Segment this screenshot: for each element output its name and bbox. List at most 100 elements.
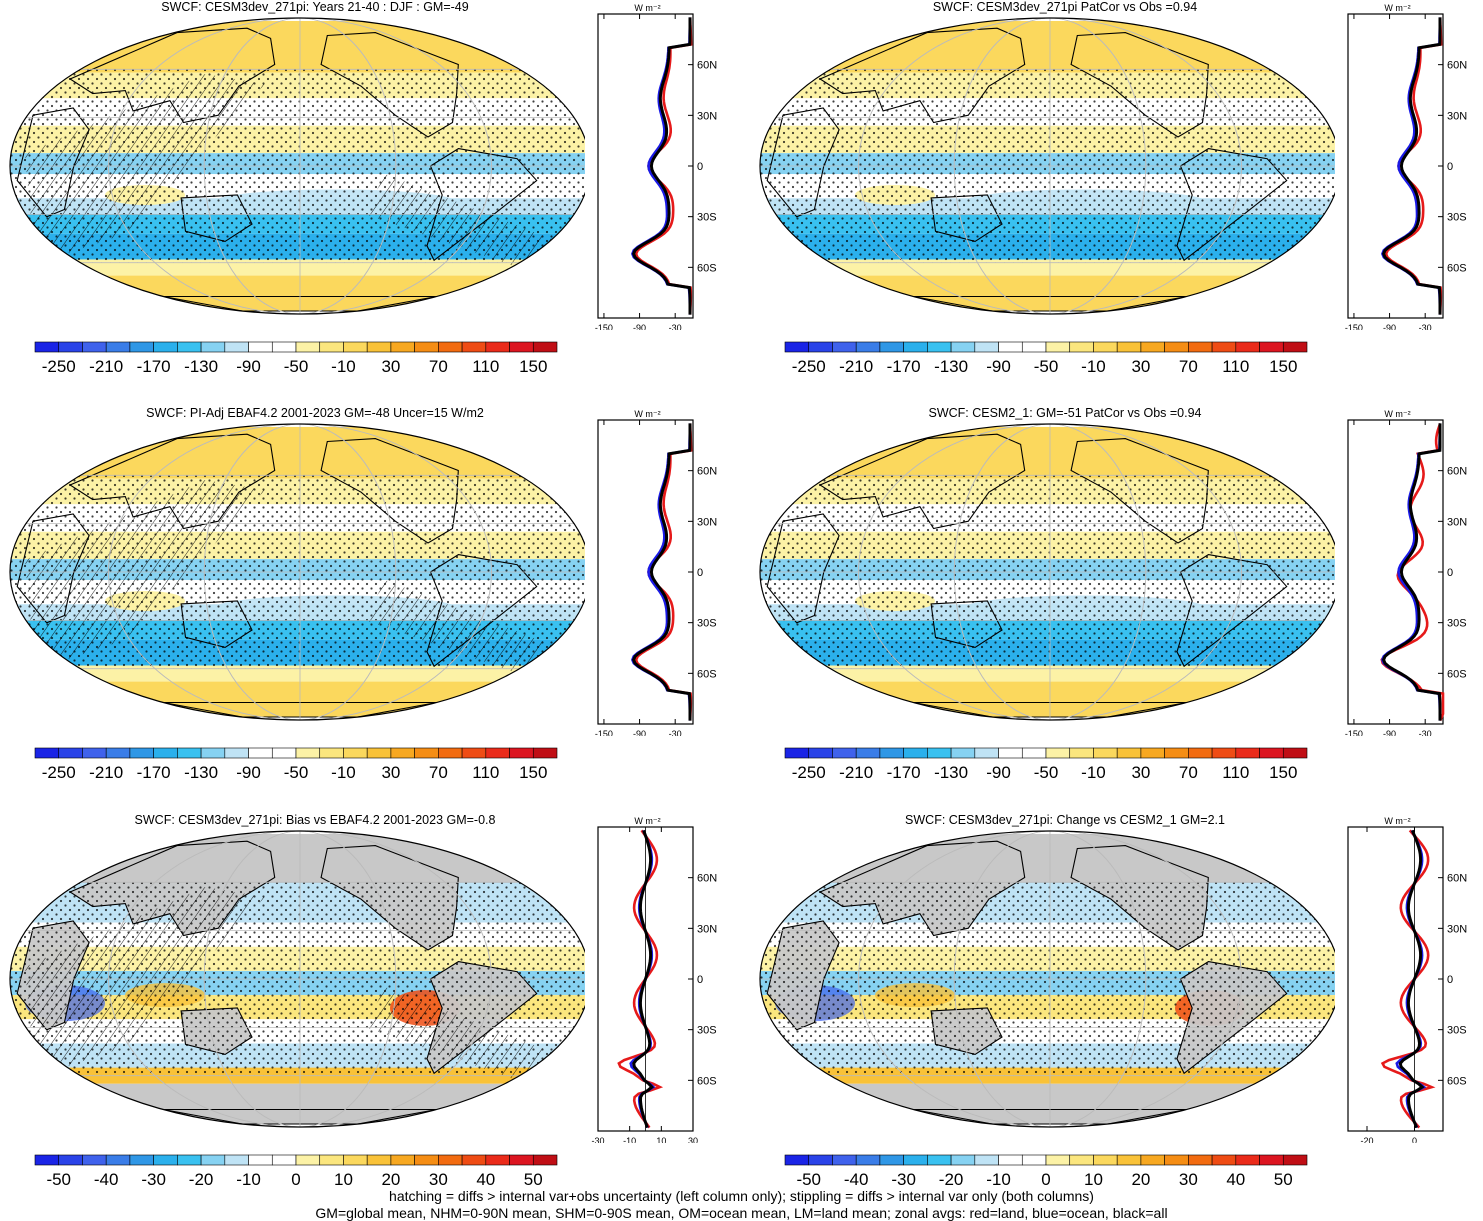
colorbar-label: -20 [939,1170,964,1189]
colorbar-label: 150 [1269,357,1297,376]
latitude-label: 0 [697,974,703,986]
colorbar-swatch [248,1154,273,1166]
zonal-unit-label: W m⁻² [634,816,660,826]
colorbar-label: -170 [137,357,171,376]
graticule-line [953,831,1147,1127]
graticule-line [108,831,492,1127]
colorbar-swatch [1069,1154,1094,1166]
latitude-label: 60S [1447,262,1467,274]
colorbar-swatch [532,341,558,353]
colorbar-swatch [974,1154,999,1166]
colorbar-swatch [1045,747,1071,759]
world-map: -250 -210 -170 -130 -90 -50 -10 30 70 110 150 [759,17,1335,376]
colorbar-label: -130 [934,357,968,376]
zonal-curve-ocean [631,423,692,721]
colorbar-swatch [832,747,857,759]
zonal-curve-land [634,17,693,315]
map-border [9,423,585,721]
colorbar-swatch [855,341,881,353]
colorbar-swatch [1211,747,1237,759]
colorbar-swatch [903,1154,928,1166]
colorbar-swatch [177,747,202,759]
hatching-overlay [25,480,265,670]
colorbar-swatch [1211,341,1237,353]
latitude-label: 30S [1447,618,1467,630]
colorbar-swatch [319,341,344,353]
world-map: -50 -40 -30 -20 -10 0 10 20 30 40 50 [759,830,1335,1189]
zonal-mean-plot: W m⁻² 60N 30N 0 30S 60S -150 -90 -30 [595,3,717,330]
colorbar-swatch [248,747,273,759]
colorbar-swatch [1259,747,1284,759]
zonal-mean-plot: W m⁻² 60N 30N 0 30S 60S -150 -90 -30 [595,409,717,736]
colorbar-swatch [1164,747,1189,759]
colorbar-label: 70 [1179,357,1198,376]
zonal-value-label: -150 [1345,729,1363,736]
latitude-label: 0 [697,567,703,579]
colorbar-swatch [200,747,226,759]
colorbar-swatch [129,341,154,353]
zonal-value-label: -150 [1345,323,1363,330]
colorbar-swatch [129,747,154,759]
colorbar-label: -10 [1081,357,1106,376]
colorbar-label: 50 [1274,1170,1293,1189]
latitude-label: 30N [697,516,717,528]
colorbar-label: -40 [844,1170,869,1189]
colorbar-swatch [879,341,904,353]
colorbar-swatch [855,1154,881,1166]
colorbar-swatch [200,341,226,353]
colorbar-swatch [1140,1154,1165,1166]
hatching-overlay [25,887,265,1077]
colorbar-swatch [1021,747,1047,759]
zonal-curve-all [1381,423,1442,721]
map-panel: SWCF: CESM3dev_271pi: Change vs CESM2_1 … [755,813,1483,1220]
field-band [10,259,585,276]
graticule-line [858,831,1242,1127]
graticule-line [953,18,1147,314]
graticule-line [953,424,1147,720]
panel-title: SWCF: CESM3dev_271pi: Years 21-40 : DJF … [161,0,469,14]
colorbar-swatch [950,1154,976,1166]
colorbar-swatch [319,747,344,759]
zonal-curve-ocean [1381,17,1442,315]
colorbar-swatch [532,1154,558,1166]
latitude-label: 60N [1447,873,1467,885]
colorbar-label: -50 [1034,763,1059,782]
colorbar-swatch [784,1154,810,1166]
field-band [760,259,1335,276]
zonal-mean-plot: W m⁻² 60N 30N 0 30S 60S -20 0 [1347,816,1467,1143]
colorbar-swatch [1140,341,1165,353]
colorbar-swatch [1235,747,1260,759]
colorbar-swatch [390,341,415,353]
colorbar-label: 110 [472,357,499,376]
colorbar-label: -50 [46,1170,71,1189]
colorbar-swatch [153,747,178,759]
colorbar-label: -10 [331,763,356,782]
colorbar-label: 70 [1179,763,1198,782]
colorbar-swatch [177,341,202,353]
colorbar-label: -10 [1081,763,1106,782]
colorbar-label: -170 [887,357,921,376]
zonal-value-label: -150 [595,323,613,330]
map-panel: SWCF: PI-Adj EBAF4.2 2001-2023 GM=-48 Un… [5,406,745,813]
panel-title: SWCF: CESM3dev_271pi: Bias vs EBAF4.2 20… [134,813,496,827]
hatching-overlay [25,74,265,264]
zonal-frame [597,419,694,725]
colorbar-swatch [784,747,810,759]
panel-title: SWCF: CESM2_1: GM=-51 PatCor vs Obs =0.9… [928,406,1202,420]
zonal-unit-label: W m⁻² [1384,3,1410,13]
colorbar-swatch [1164,341,1189,353]
colorbar-swatch [879,747,904,759]
colorbar-label: 40 [476,1170,495,1189]
colorbar-swatch [1282,747,1308,759]
colorbar-label: 10 [1084,1170,1103,1189]
colorbar-swatch [1116,1154,1142,1166]
colorbar-label: 30 [1179,1170,1198,1189]
colorbar-swatch [224,1154,249,1166]
latitude-label: 30N [697,110,717,122]
graticule-line [858,424,1242,720]
colorbar-swatch [177,1154,202,1166]
colorbar-label: -130 [184,357,218,376]
colorbar-label: 150 [519,763,547,782]
colorbar-swatch [105,1154,131,1166]
colorbar-swatch [82,747,107,759]
